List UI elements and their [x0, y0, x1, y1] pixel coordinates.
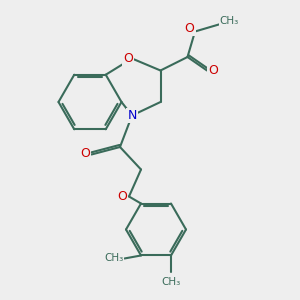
Text: O: O [124, 52, 133, 65]
Text: O: O [208, 64, 218, 77]
Text: O: O [118, 190, 127, 203]
Text: CH₃: CH₃ [104, 254, 124, 263]
Text: O: O [185, 22, 194, 35]
Text: CH₃: CH₃ [161, 278, 181, 287]
Text: CH₃: CH₃ [220, 16, 239, 26]
Text: O: O [80, 146, 90, 160]
Text: N: N [127, 109, 137, 122]
